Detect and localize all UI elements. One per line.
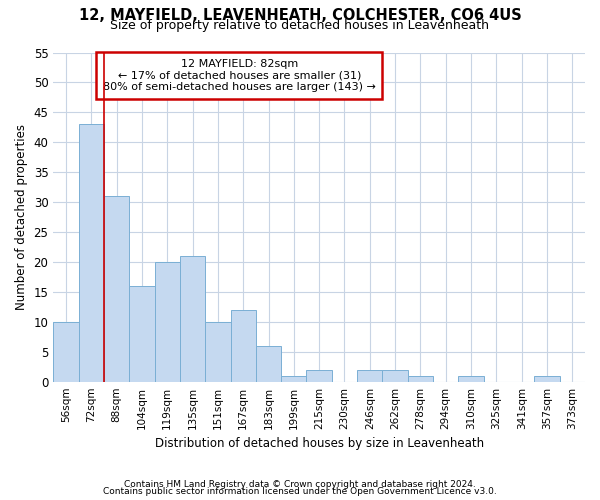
Bar bbox=[281, 376, 307, 382]
Bar bbox=[458, 376, 484, 382]
Bar bbox=[535, 376, 560, 382]
Y-axis label: Number of detached properties: Number of detached properties bbox=[15, 124, 28, 310]
Bar bbox=[256, 346, 281, 382]
Bar bbox=[357, 370, 382, 382]
Bar bbox=[408, 376, 433, 382]
Bar bbox=[104, 196, 129, 382]
Bar bbox=[180, 256, 205, 382]
Text: Contains HM Land Registry data © Crown copyright and database right 2024.: Contains HM Land Registry data © Crown c… bbox=[124, 480, 476, 489]
Bar bbox=[129, 286, 155, 382]
Bar bbox=[230, 310, 256, 382]
Text: Size of property relative to detached houses in Leavenheath: Size of property relative to detached ho… bbox=[110, 18, 490, 32]
Bar bbox=[382, 370, 408, 382]
Bar bbox=[53, 322, 79, 382]
X-axis label: Distribution of detached houses by size in Leavenheath: Distribution of detached houses by size … bbox=[155, 437, 484, 450]
Bar bbox=[307, 370, 332, 382]
Text: 12, MAYFIELD, LEAVENHEATH, COLCHESTER, CO6 4US: 12, MAYFIELD, LEAVENHEATH, COLCHESTER, C… bbox=[79, 8, 521, 22]
Bar bbox=[205, 322, 230, 382]
Text: 12 MAYFIELD: 82sqm
← 17% of detached houses are smaller (31)
80% of semi-detache: 12 MAYFIELD: 82sqm ← 17% of detached hou… bbox=[103, 59, 376, 92]
Bar bbox=[155, 262, 180, 382]
Text: Contains public sector information licensed under the Open Government Licence v3: Contains public sector information licen… bbox=[103, 487, 497, 496]
Bar bbox=[79, 124, 104, 382]
